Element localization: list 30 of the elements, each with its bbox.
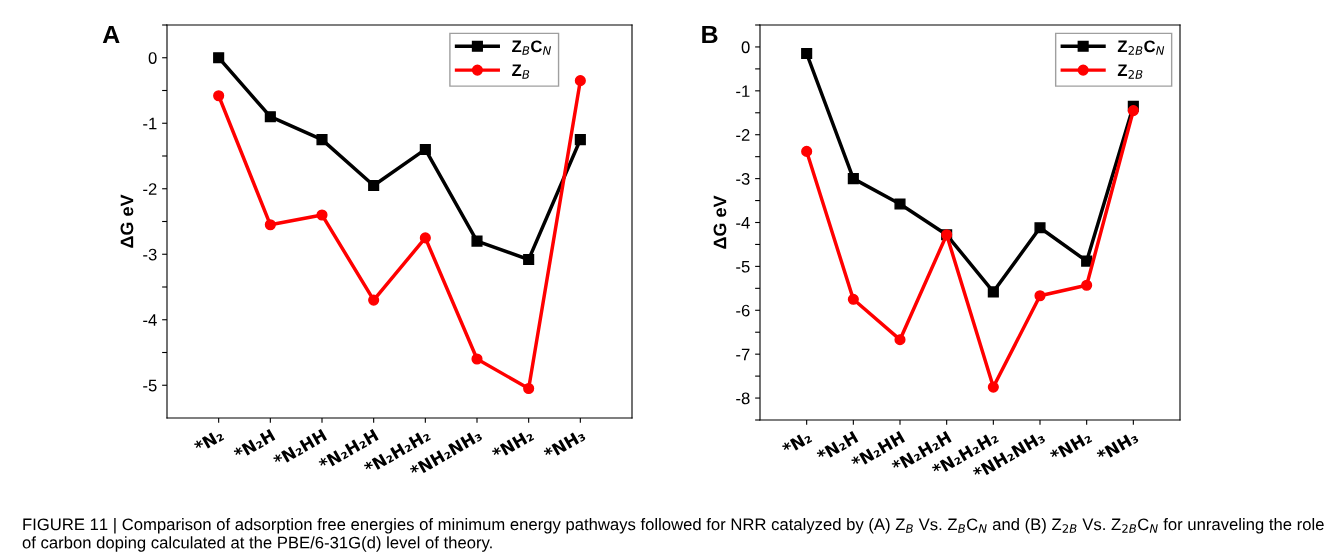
y-tick-label: -2 xyxy=(143,183,157,195)
x-tick-label: *NH₂ xyxy=(491,428,535,461)
y-tick-label: 0 xyxy=(741,41,750,54)
chart-title: A xyxy=(102,25,120,44)
x-tick-label: *N₂ xyxy=(781,430,813,456)
y-tick-label: -3 xyxy=(736,173,750,185)
x-tick-label: *N₂ xyxy=(193,428,225,454)
legend-label: Z$_{B}$C$_{N}$ xyxy=(512,40,551,55)
chart-title: B xyxy=(702,25,718,44)
x-tick-label: *NH₂ xyxy=(1049,430,1093,463)
y-tick-label: -4 xyxy=(736,217,750,229)
y-tick-label: 0 xyxy=(148,52,157,64)
y-tick-label: -1 xyxy=(143,117,157,130)
y-axis-title: ΔG eV xyxy=(713,195,727,249)
y-tick-label: -3 xyxy=(143,248,157,261)
y-tick-label: -1 xyxy=(736,85,750,97)
text: FIGURE 11 | Comparison of adsorption free energies of minimum energy pathways followed for NRR catalyzed by (A) Z$_{B}$ Vs. Z$_{B}$C$_{N}$ and (B) Z$_{2B}$ Vs. Z$_{2B}$C$_{N}$ for unraveling the role of carbon doping calculated at the PBE/6-31G(d) level of theory. xyxy=(22,518,1324,552)
y-tick-label: -5 xyxy=(143,379,157,392)
y-tick-label: -5 xyxy=(736,260,750,273)
y-tick-label: -8 xyxy=(736,392,750,405)
y-tick-label: -4 xyxy=(143,314,157,326)
y-tick-label: -7 xyxy=(736,348,750,361)
legend-label: Z$_{B}$ xyxy=(512,64,530,79)
legend-label: Z$_{2B}$C$_{N}$ xyxy=(1117,40,1165,55)
x-tick-label: *NH₃ xyxy=(1095,430,1139,463)
y-axis-title: ΔG eV xyxy=(120,194,134,248)
y-tick-label: -2 xyxy=(736,129,750,141)
legend-label: Z$_{2B}$ xyxy=(1117,64,1143,79)
x-tick-label: *NH₃ xyxy=(542,428,586,461)
y-tick-label: -6 xyxy=(736,304,750,317)
